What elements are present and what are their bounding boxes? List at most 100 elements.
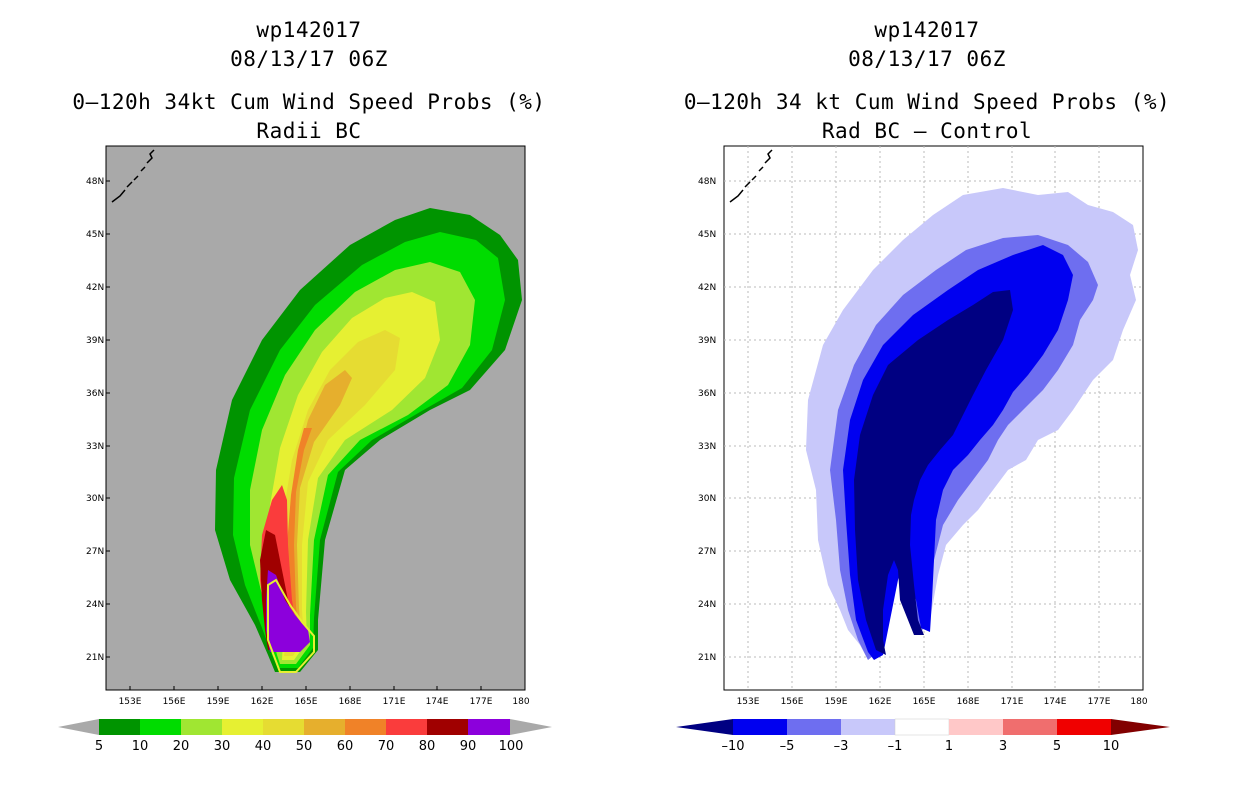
colorbar-label: –10 [721, 739, 744, 754]
colorbar-label: 10 [132, 739, 149, 754]
left-lon-labels: 153E 156E 159E 162E 165E 168E 171E 174E … [119, 697, 530, 707]
lat-label: 27N [698, 547, 716, 557]
colorbar-label: 3 [999, 739, 1007, 754]
colorbar-swatch [222, 719, 263, 735]
lon-label: 159E [207, 697, 230, 707]
colorbar-swatch [386, 719, 427, 735]
lat-label: 39N [698, 336, 716, 346]
colorbar-label: 50 [296, 739, 313, 754]
right-difference-swath [806, 188, 1138, 660]
colorbar-label: –3 [834, 739, 849, 754]
left-lat-ticks [106, 180, 110, 658]
lon-label: 168E [957, 697, 980, 707]
lat-label: 30N [698, 494, 716, 504]
right-lon-labels: 153E 156E 159E 162E 165E 168E 171E 174E … [737, 697, 1148, 707]
colorbar-swatch [841, 719, 895, 735]
lon-label: 162E [869, 697, 892, 707]
lon-label: 177E [470, 697, 493, 707]
right-storm-id: wp142017 [874, 18, 980, 42]
lon-label: 174E [426, 697, 449, 707]
lat-label: 27N [86, 547, 104, 557]
lat-label: 24N [86, 600, 104, 610]
colorbar-low-arrow [676, 719, 733, 735]
left-lon-ticks [129, 686, 482, 690]
colorbar-swatch [949, 719, 1003, 735]
lat-label: 36N [698, 389, 716, 399]
lat-label: 42N [698, 283, 716, 293]
colorbar-swatch [894, 718, 950, 736]
lon-label: 165E [913, 697, 936, 707]
lon-label: 174E [1044, 697, 1067, 707]
prob-band-60 [286, 428, 312, 648]
colorbar-high-arrow [1111, 719, 1170, 735]
left-colorbar: 5 10 20 30 40 50 60 70 80 90 100 [58, 719, 552, 754]
left-product-title: 0–120h 34kt Cum Wind Speed Probs (%) [72, 90, 546, 114]
right-lat-labels: 48N 45N 42N 39N 36N 33N 30N 27N 24N 21N [698, 177, 716, 663]
colorbar-label: 90 [460, 739, 477, 754]
lon-label: 180 [512, 697, 529, 707]
colorbar-swatch [468, 719, 510, 735]
colorbar-label: 40 [255, 739, 272, 754]
lat-label: 45N [698, 230, 716, 240]
colorbar-swatch [263, 719, 304, 735]
lon-label: 156E [781, 697, 804, 707]
colorbar-swatch [733, 719, 787, 735]
right-product-title: 0–120h 34 kt Cum Wind Speed Probs (%) [683, 90, 1171, 114]
colorbar-label: 60 [337, 739, 354, 754]
colorbar-swatch [427, 719, 468, 735]
colorbar-swatch [140, 719, 181, 735]
prob-band-90 [266, 570, 310, 652]
left-datetime: 08/13/17 06Z [230, 47, 388, 71]
colorbar-swatch [99, 719, 140, 735]
diff-band-minus10 [854, 290, 1013, 655]
lon-label: 171E [1001, 697, 1024, 707]
right-colorbar: –10 –5 –3 –1 1 3 5 10 [676, 718, 1170, 754]
right-datetime: 08/13/17 06Z [848, 47, 1006, 71]
lat-label: 39N [86, 336, 104, 346]
lon-label: 165E [295, 697, 318, 707]
colorbar-label: 10 [1103, 739, 1120, 754]
right-panel: wp142017 08/13/17 06Z 0–120h 34 kt Cum W… [618, 0, 1236, 800]
right-map: 48N 45N 42N 39N 36N 33N 30N 27N 24N 21N … [676, 145, 1170, 754]
colorbar-high-arrow [510, 719, 552, 735]
colorbar-label: 5 [1053, 739, 1061, 754]
colorbar-swatch [181, 719, 222, 735]
colorbar-swatch [304, 719, 345, 735]
prob-outline [267, 578, 315, 673]
lon-label: 180 [1130, 697, 1147, 707]
colorbar-swatch [1003, 719, 1057, 735]
prob-band-30 [270, 292, 440, 660]
right-coastline [729, 149, 773, 203]
left-lat-labels: 48N 45N 42N 39N 36N 33N 30N 27N 24N 21N [86, 177, 104, 663]
lon-label: 153E [737, 697, 760, 707]
left-subtitle: Radii BC [256, 119, 362, 143]
colorbar-swatch [787, 719, 841, 735]
lon-label: 171E [383, 697, 406, 707]
left-panel: wp142017 08/13/17 06Z 0–120h 34kt Cum Wi… [58, 18, 552, 754]
colorbar-label: –1 [888, 739, 903, 754]
left-map: 48N 45N 42N 39N 36N 33N 30N 27N 24N 21N … [58, 145, 552, 754]
lon-label: 177E [1088, 697, 1111, 707]
colorbar-label: 80 [419, 739, 436, 754]
colorbar-swatch [345, 719, 386, 735]
lat-label: 36N [86, 389, 104, 399]
colorbar-label: 70 [378, 739, 395, 754]
lat-label: 33N [698, 442, 716, 452]
lat-label: 42N [86, 283, 104, 293]
colorbar-low-arrow [58, 719, 99, 735]
lon-label: 168E [339, 697, 362, 707]
lon-label: 153E [119, 697, 142, 707]
right-subtitle: Rad BC – Control [821, 119, 1033, 143]
lat-label: 48N [86, 177, 104, 187]
lat-label: 21N [698, 653, 716, 663]
colorbar-label: 30 [214, 739, 231, 754]
colorbar-label: 1 [945, 739, 953, 754]
lon-label: 162E [251, 697, 274, 707]
colorbar-label: 100 [499, 739, 524, 754]
lat-label: 30N [86, 494, 104, 504]
lat-label: 45N [86, 230, 104, 240]
colorbar-label: –5 [780, 739, 795, 754]
left-storm-id: wp142017 [256, 18, 362, 42]
colorbar-swatch [1057, 719, 1111, 735]
colorbar-label: 5 [95, 739, 103, 754]
